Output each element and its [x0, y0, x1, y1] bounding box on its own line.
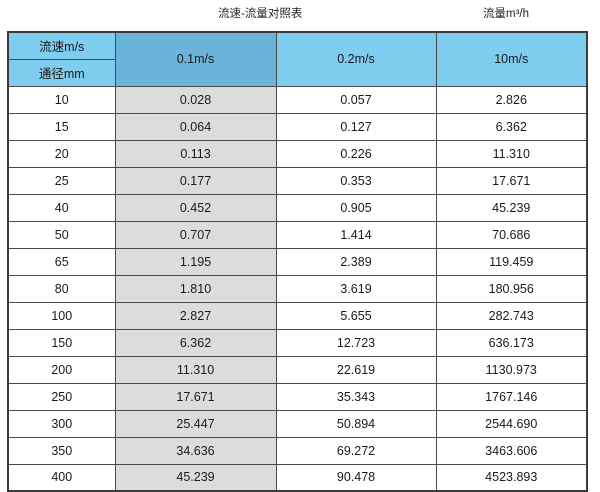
cell-flow-value: 50.894 [275, 409, 437, 438]
cell-diameter: 80 [7, 274, 116, 303]
cell-diameter: 25 [7, 166, 116, 195]
cell-diameter: 100 [7, 301, 116, 330]
cell-flow-value: 0.127 [275, 112, 437, 141]
cell-flow-value: 0.905 [275, 193, 437, 222]
cell-flow-value: 34.636 [114, 436, 277, 465]
table-row: 400 45.239 90.478 4523.893 [7, 463, 588, 492]
cell-flow-value: 6.362 [435, 112, 588, 141]
cell-flow-value: 1.810 [114, 274, 277, 303]
table-row: 200 11.310 22.619 1130.973 [7, 355, 588, 384]
cell-diameter: 300 [7, 409, 116, 438]
cell-flow-value: 1.195 [114, 247, 277, 276]
cell-flow-value: 0.353 [275, 166, 437, 195]
cell-diameter: 20 [7, 139, 116, 168]
cell-diameter: 350 [7, 436, 116, 465]
cell-flow-value: 3463.606 [435, 436, 588, 465]
cell-flow-value: 0.707 [114, 220, 277, 249]
table-row: 10 0.028 0.057 2.826 [7, 85, 588, 114]
caption-strip: 流速-流量对照表 流量m³/h [0, 0, 600, 31]
table-row: 40 0.452 0.905 45.239 [7, 193, 588, 222]
table-row: 300 25.447 50.894 2544.690 [7, 409, 588, 438]
table-row: 20 0.113 0.226 11.310 [7, 139, 588, 168]
table-body: 流速m/s 0.1m/s 0.2m/s 10m/s 通径mm 10 0.028 0.… [7, 31, 588, 492]
header-row-top: 流速m/s 0.1m/s 0.2m/s 10m/s [7, 31, 588, 87]
column-header-1: 0.2m/s [275, 31, 437, 87]
cell-flow-value: 0.226 [275, 139, 437, 168]
column-header-0: 0.1m/s [114, 31, 277, 87]
cell-flow-value: 45.239 [114, 463, 277, 492]
column-header-2: 10m/s [435, 31, 588, 87]
flow-velocity-table-container: 流速m/s 0.1m/s 0.2m/s 10m/s 通径mm 10 0.028 0.… [7, 31, 588, 492]
cell-flow-value: 17.671 [435, 166, 588, 195]
corner-header-diameter-label: 通径mm [7, 58, 116, 87]
cell-flow-value: 0.057 [275, 85, 437, 114]
cell-flow-value: 1130.973 [435, 355, 588, 384]
cell-flow-value: 22.619 [275, 355, 437, 384]
cell-flow-value: 6.362 [114, 328, 277, 357]
cell-diameter: 10 [7, 85, 116, 114]
cell-flow-value: 1767.146 [435, 382, 588, 411]
cell-flow-value: 0.028 [114, 85, 277, 114]
header-row-bottom: 通径mm [7, 58, 587, 87]
table-row: 150 6.362 12.723 636.173 [7, 328, 588, 357]
chart-title: 流速-流量对照表 [218, 8, 303, 20]
table-row: 100 2.827 5.655 282.743 [7, 301, 588, 330]
cell-diameter: 250 [7, 382, 116, 411]
cell-flow-value: 0.452 [114, 193, 277, 222]
cell-flow-value: 2.827 [114, 301, 277, 330]
cell-flow-value: 2.826 [435, 85, 588, 114]
cell-flow-value: 11.310 [114, 355, 277, 384]
cell-flow-value: 5.655 [275, 301, 437, 330]
cell-diameter: 50 [7, 220, 116, 249]
cell-flow-value: 1.414 [275, 220, 437, 249]
cell-diameter: 400 [7, 463, 116, 492]
table-row: 50 0.707 1.414 70.686 [7, 220, 588, 249]
cell-flow-value: 2544.690 [435, 409, 588, 438]
table-row: 80 1.810 3.619 180.956 [7, 274, 588, 303]
table-row: 15 0.064 0.127 6.362 [7, 112, 588, 141]
cell-flow-value: 70.686 [435, 220, 588, 249]
cell-flow-value: 12.723 [275, 328, 437, 357]
cell-flow-value: 2.389 [275, 247, 437, 276]
cell-flow-value: 3.619 [275, 274, 437, 303]
cell-flow-value: 17.671 [114, 382, 277, 411]
cell-flow-value: 69.272 [275, 436, 437, 465]
table-row: 65 1.195 2.389 119.459 [7, 247, 588, 276]
cell-diameter: 15 [7, 112, 116, 141]
cell-flow-value: 636.173 [435, 328, 588, 357]
cell-diameter: 40 [7, 193, 116, 222]
table-row: 250 17.671 35.343 1767.146 [7, 382, 588, 411]
flow-velocity-comparison-table: 流速m/s 0.1m/s 0.2m/s 10m/s 通径mm 10 0.028 0.… [7, 31, 588, 492]
table-row: 350 34.636 69.272 3463.606 [7, 436, 588, 465]
cell-flow-value: 25.447 [114, 409, 277, 438]
cell-flow-value: 11.310 [435, 139, 588, 168]
cell-flow-value: 282.743 [435, 301, 588, 330]
cell-flow-value: 0.064 [114, 112, 277, 141]
cell-flow-value: 0.113 [114, 139, 277, 168]
cell-flow-value: 180.956 [435, 274, 588, 303]
cell-flow-value: 35.343 [275, 382, 437, 411]
cell-diameter: 200 [7, 355, 116, 384]
corner-header-velocity-label: 流速m/s [7, 31, 116, 60]
cell-flow-value: 45.239 [435, 193, 588, 222]
cell-flow-value: 119.459 [435, 247, 588, 276]
cell-diameter: 65 [7, 247, 116, 276]
table-row: 25 0.177 0.353 17.671 [7, 166, 588, 195]
cell-flow-value: 90.478 [275, 463, 437, 492]
cell-flow-value: 0.177 [114, 166, 277, 195]
cell-flow-value: 4523.893 [435, 463, 588, 492]
flow-unit-title: 流量m³/h [483, 8, 529, 20]
cell-diameter: 150 [7, 328, 116, 357]
